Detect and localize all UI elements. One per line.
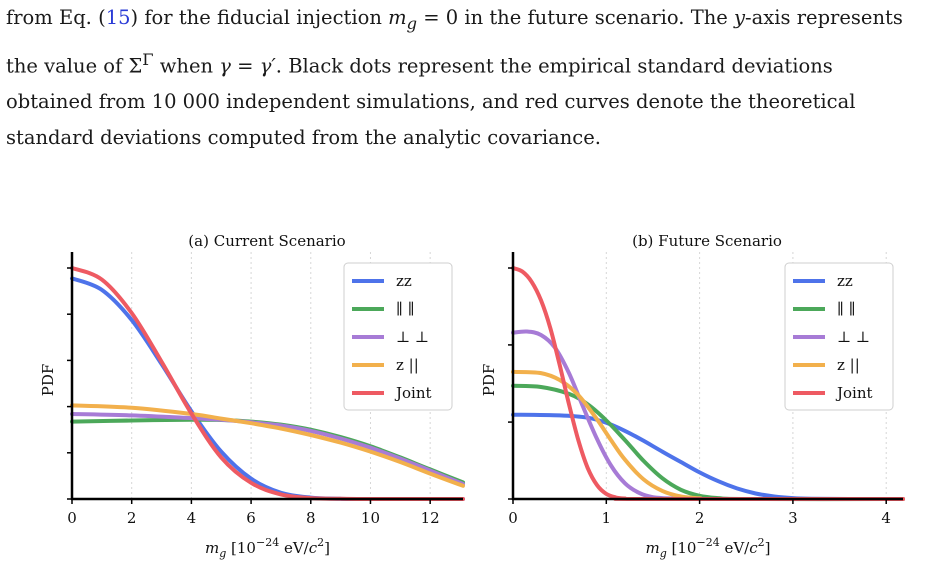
caption-math: g	[406, 13, 417, 33]
legend-label: z ||	[837, 356, 860, 374]
series-line-⊥⊥	[70, 412, 465, 486]
x-tick-label: 8	[306, 509, 316, 527]
x-axis-label: mg [10−24 eV/c2]	[205, 536, 330, 560]
caption-text: ) for the fiducial injection	[130, 6, 389, 29]
caption-line-2: the value of ΣΓ when γ = γ′. Black dots …	[6, 42, 938, 85]
legend-label: ∥ ∥	[837, 300, 856, 318]
caption-text: -axis represents	[745, 6, 903, 29]
x-tick-label: 0	[508, 509, 518, 527]
legend-label: ⊥ ⊥	[396, 328, 429, 346]
caption-math: γ	[219, 54, 231, 78]
caption-math: y	[734, 6, 746, 29]
legend-label: ∥ ∥	[396, 300, 415, 318]
x-tick-label: 3	[788, 509, 798, 527]
caption-math: Γ	[142, 49, 154, 69]
x-tick-label: 6	[246, 509, 256, 527]
legend-label: zz	[396, 272, 412, 290]
figure-caption: from Eq. (15) for the fiducial injection…	[6, 0, 938, 156]
x-tick-label: 2	[127, 509, 137, 527]
x-tick-label: 0	[67, 509, 77, 527]
legend-label: Joint	[835, 384, 873, 402]
series-line-z||	[70, 403, 465, 488]
y-axis-label: PDF	[39, 364, 57, 397]
caption-line-4: standard deviations computed from the an…	[6, 126, 601, 150]
chart-panel-1: 0 2 4 6 8 10 12 (a) Current Scenario PDF mg [10−2…	[39, 232, 465, 560]
caption-line-1: from Eq. (15) for the fiducial injection…	[6, 0, 938, 42]
caption-text: the value of Σ	[6, 54, 143, 78]
y-axis-label: PDF	[480, 364, 498, 397]
series-line-zz	[511, 412, 905, 501]
caption-text: when	[153, 54, 220, 78]
chart-panel-2: 0 1 2 3 4 (b) Future Scenario PDF mg [10−24 eV/…	[480, 232, 905, 560]
legend: zz ∥ ∥ ⊥ ⊥ z || Joint	[343, 262, 453, 411]
x-tick-label: 4	[881, 509, 891, 527]
legend-label: Joint	[394, 384, 432, 402]
x-tick-label: 2	[695, 509, 705, 527]
x-tick-label: 1	[602, 509, 612, 527]
legend-label: zz	[837, 272, 853, 290]
x-tick-label: 4	[187, 509, 197, 527]
caption-text: = 0 in the future scenario. The	[417, 6, 735, 29]
caption-text: =	[230, 54, 260, 78]
legend-label: z ||	[396, 356, 419, 374]
series-line-∥∥	[70, 417, 465, 485]
x-tick-label: 12	[421, 509, 440, 527]
chart-title: (a) Current Scenario	[188, 232, 345, 250]
equation-reference-link[interactable]: 15	[105, 6, 131, 29]
caption-text: . Black dots represent the empirical sta…	[275, 54, 833, 78]
legend-label: ⊥ ⊥	[837, 328, 870, 346]
caption-math: γ′	[259, 54, 276, 78]
x-axis-label: mg [10−24 eV/c2]	[645, 536, 770, 560]
legend-box	[784, 262, 894, 411]
x-tick-label: 10	[361, 509, 380, 527]
chart-title: (b) Future Scenario	[632, 232, 782, 250]
legend: zz ∥ ∥ ⊥ ⊥ z || Joint	[784, 262, 894, 411]
caption-text: from Eq. (	[6, 6, 106, 29]
caption-line-3: obtained from 10 000 independent simulat…	[6, 90, 856, 114]
legend-box	[343, 262, 453, 411]
caption-math: m	[388, 6, 407, 29]
